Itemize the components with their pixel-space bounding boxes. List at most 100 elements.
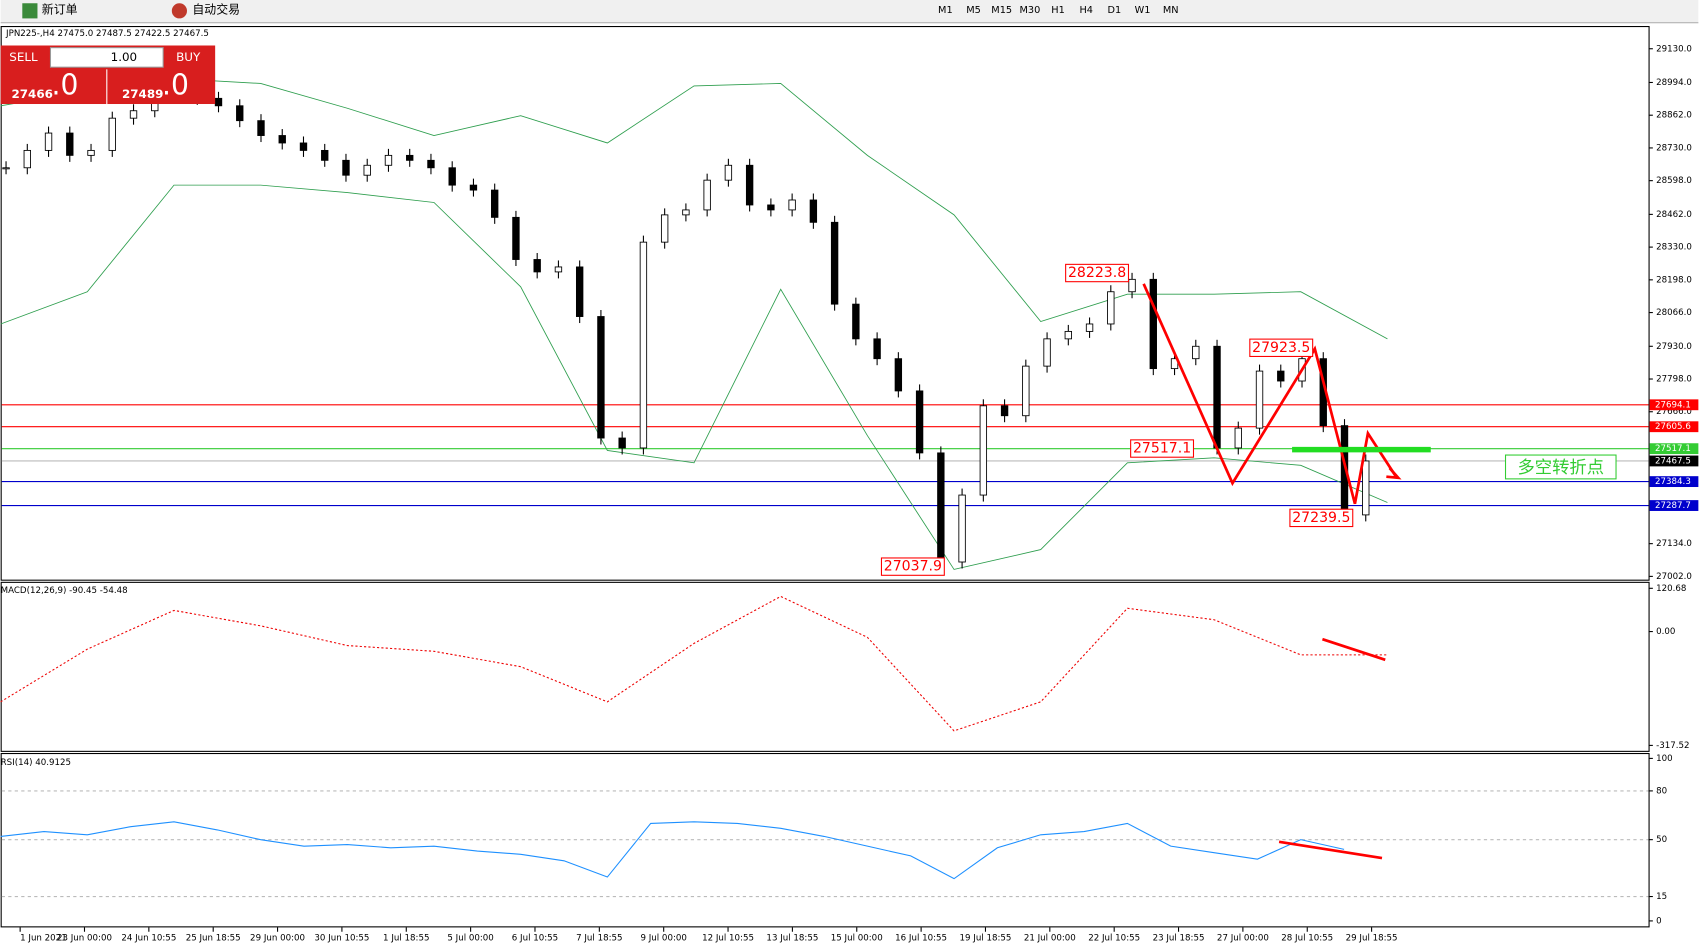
- rsi-tick-label: 100: [1656, 754, 1673, 764]
- time-label: 5 Jul 00:00: [447, 934, 493, 944]
- auto-trade-icon[interactable]: [171, 3, 187, 19]
- level-tag: [1649, 455, 1699, 467]
- macd-panel: [0, 581, 1650, 752]
- macd-signal: [0, 595, 1388, 732]
- candle: [44, 132, 53, 151]
- level-label: 27287.7: [1655, 501, 1691, 511]
- candle: [703, 179, 711, 211]
- candle: [660, 214, 669, 243]
- candle: [1000, 405, 1009, 417]
- candle: [1192, 345, 1200, 360]
- time-label: 25 Jun 18:55: [186, 934, 241, 944]
- level-tag: [1649, 476, 1699, 488]
- time-label: 30 Jun 10:55: [314, 934, 369, 944]
- candle: [299, 142, 308, 151]
- time-label: 23 Jun 00:00: [57, 934, 112, 944]
- timeframe-button[interactable]: M15: [991, 5, 1012, 16]
- candle: [427, 159, 435, 169]
- rsi-tick-label: 0: [1656, 916, 1662, 926]
- timeframe-button[interactable]: M1: [938, 5, 953, 16]
- timeframe-button[interactable]: H1: [1051, 5, 1065, 16]
- sell-button[interactable]: SELL: [9, 50, 38, 64]
- candle: [1107, 291, 1115, 325]
- candle: [2, 167, 10, 170]
- candle: [979, 405, 988, 496]
- toolbar-items: 新订单 自动交易 M1 M5 M15 M30 H1 H4 D1 W1 MN: [22, 2, 1179, 19]
- symbol-header: JPN225-,H4 27475.0 27487.5 27422.5 27467…: [5, 29, 209, 39]
- ask-fraction: .0: [162, 69, 189, 102]
- rsi-label: RSI(14) 40.9125: [1, 758, 71, 768]
- candle: [788, 199, 796, 211]
- lots-value: 1.00: [111, 50, 138, 64]
- timeframe-button[interactable]: M5: [966, 5, 981, 16]
- level-tag: [1649, 421, 1699, 433]
- price-annotation-box: [1130, 439, 1195, 458]
- time-label: 22 Jul 10:55: [1088, 934, 1140, 944]
- time-label: 24 Jun 10:55: [121, 934, 176, 944]
- candle: [1277, 370, 1285, 382]
- candle: [448, 167, 456, 186]
- candle: [108, 117, 116, 151]
- macd-label: MACD(12,26,9) -90.45 -54.48: [1, 586, 128, 596]
- time-label: 27 Jul 00:00: [1217, 934, 1269, 944]
- new-order-icon[interactable]: [22, 3, 38, 19]
- price-tick-label: 28198.0: [1656, 275, 1692, 285]
- price-tick-label: 29130.0: [1656, 44, 1692, 54]
- level-tag: [1649, 500, 1699, 511]
- rsi-tick-label: 15: [1656, 892, 1667, 902]
- candle: [257, 120, 265, 136]
- timeframe-button[interactable]: D1: [1108, 5, 1122, 16]
- candle: [597, 316, 605, 439]
- timeframe-button[interactable]: M30: [1019, 5, 1040, 16]
- candle: [236, 105, 244, 122]
- new-order-button[interactable]: 新订单: [42, 2, 78, 16]
- candle: [724, 164, 733, 181]
- candle: [682, 209, 690, 216]
- candle: [1043, 338, 1051, 367]
- candle: [129, 110, 138, 119]
- macd-arrow: [1321, 637, 1386, 662]
- price-tick-label: 28730.0: [1656, 143, 1692, 153]
- candle: [342, 159, 350, 176]
- rsi-arrow: [1278, 840, 1383, 860]
- timeframe-button[interactable]: MN: [1163, 5, 1179, 16]
- timeframe-button[interactable]: W1: [1135, 5, 1151, 16]
- price-annotation-box: [1289, 508, 1354, 528]
- candle: [958, 494, 966, 563]
- time-label: 29 Jul 18:55: [1346, 934, 1398, 944]
- candle: [745, 164, 754, 206]
- candle: [512, 216, 520, 260]
- auto-trade-button[interactable]: 自动交易: [192, 2, 240, 16]
- candle: [575, 266, 584, 317]
- time-label: 6 Jul 10:55: [512, 934, 558, 944]
- bid-price: 27466: [11, 87, 52, 101]
- price-annotation: 28223.8: [1068, 265, 1126, 281]
- candle: [830, 221, 839, 305]
- level-label: 27467.5: [1655, 456, 1691, 466]
- level-label: 27384.3: [1655, 477, 1691, 487]
- arrow-head: [1386, 467, 1402, 480]
- plot-layer: 29130.0 28994.0 28862.0 28730.0 28598.0 28462…: [0, 44, 1699, 944]
- buy-button[interactable]: BUY: [176, 50, 201, 64]
- price-tick-label: 28462.0: [1656, 210, 1692, 220]
- candle: [87, 149, 95, 156]
- price-tick-label: 28598.0: [1656, 176, 1692, 186]
- ask-price: 27489: [122, 87, 163, 101]
- time-label: 21 Jul 00:00: [1024, 934, 1076, 944]
- signal-text: 多空转折点: [1517, 458, 1604, 478]
- rsi-tick-label: 80: [1656, 786, 1667, 796]
- signal-box: [1504, 454, 1617, 480]
- time-label: 15 Jul 00:00: [831, 934, 883, 944]
- candle: [873, 338, 881, 360]
- time-label: 9 Jul 00:00: [640, 934, 686, 944]
- time-label: 23 Jul 18:55: [1153, 934, 1205, 944]
- candle: [1022, 365, 1030, 417]
- lots-box[interactable]: [49, 47, 164, 68]
- candle: [1213, 345, 1221, 449]
- price-annotation: 27923.5: [1252, 340, 1310, 356]
- candle: [278, 135, 286, 144]
- rsi-line: [0, 821, 1345, 880]
- timeframe-button[interactable]: H4: [1079, 5, 1093, 16]
